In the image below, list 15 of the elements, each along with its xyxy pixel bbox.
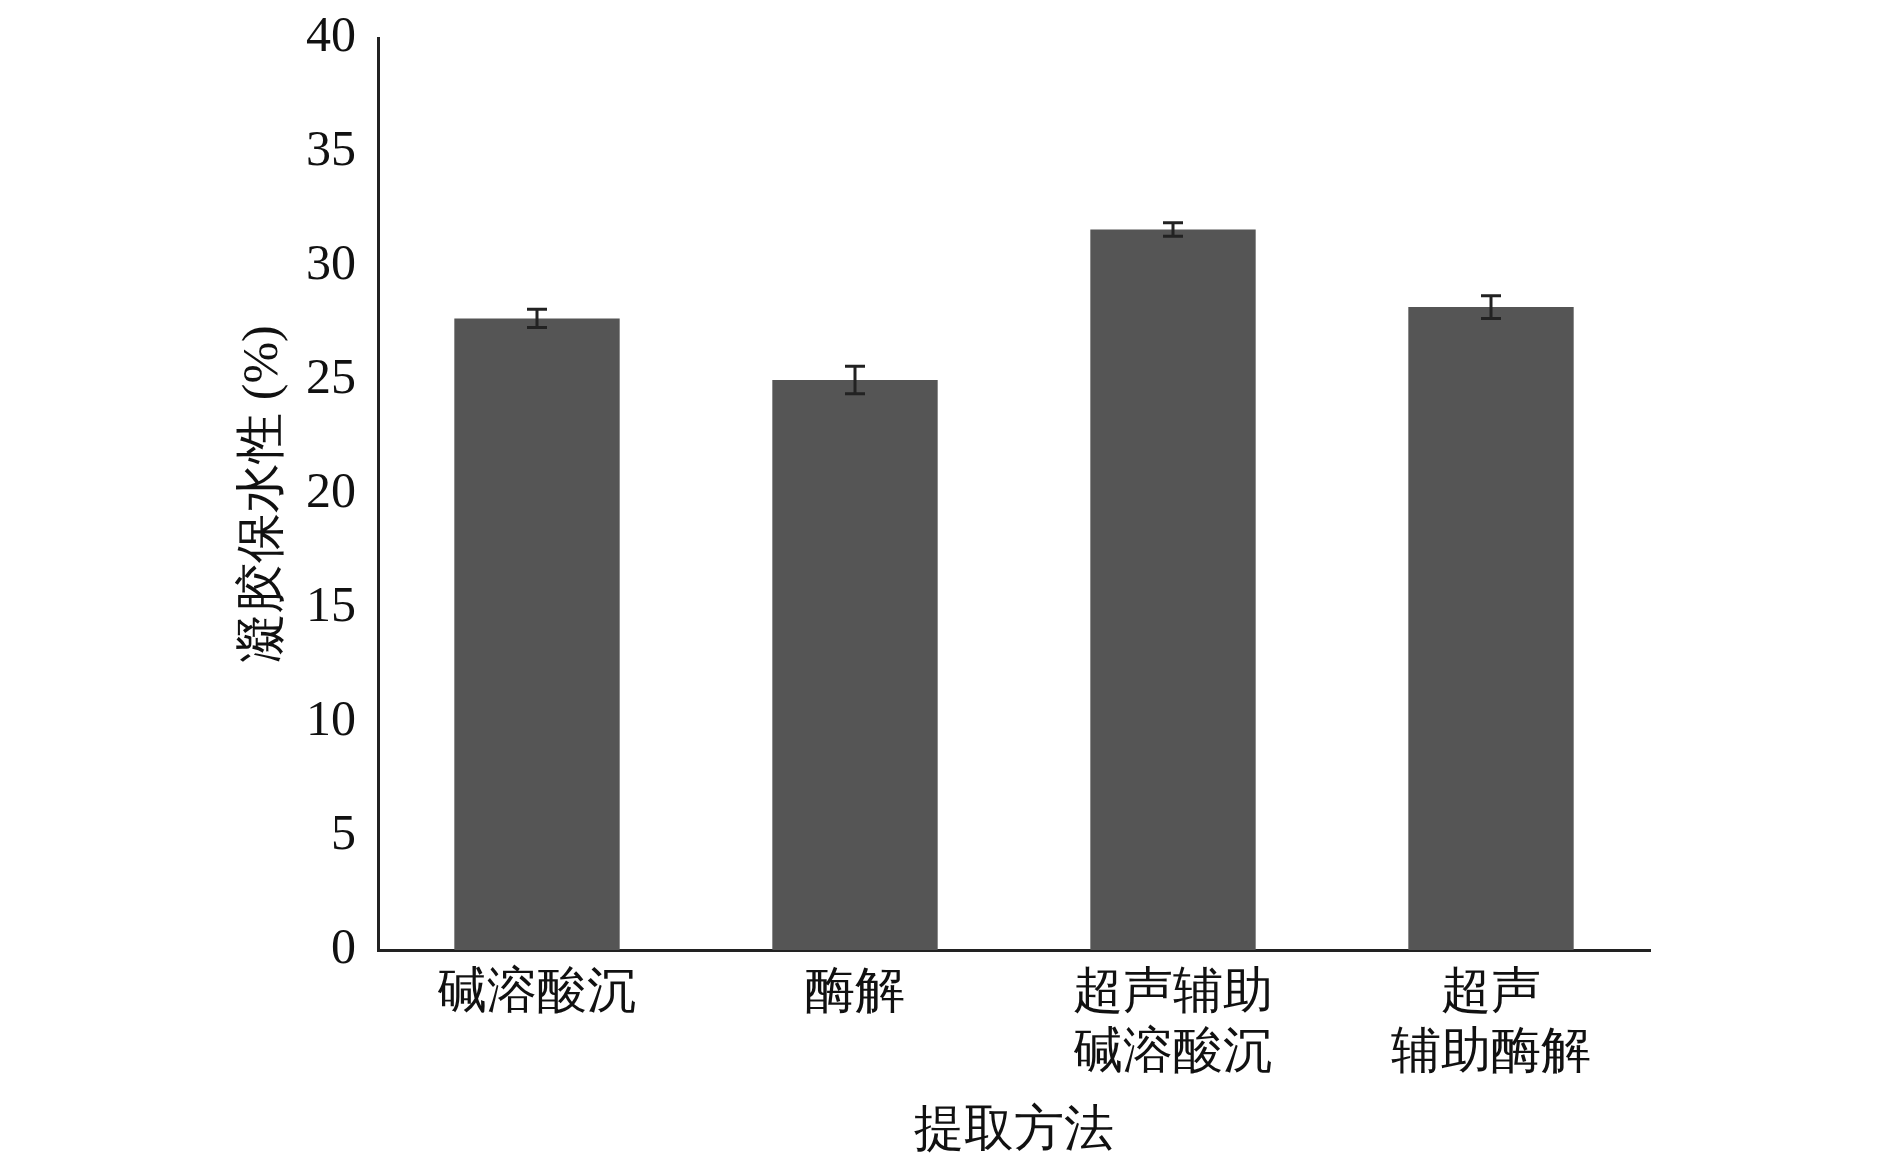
x-tick-label: 碱溶酸沉 bbox=[437, 962, 637, 1019]
x-tick-label: 超声辅助酶解 bbox=[1391, 962, 1591, 1079]
y-axis-title: 凝胶保水性 (%) bbox=[232, 325, 289, 663]
y-tick-label: 0 bbox=[331, 918, 356, 975]
y-tick-label: 25 bbox=[306, 348, 356, 405]
y-tick-label: 30 bbox=[306, 234, 356, 291]
y-tick-label: 40 bbox=[306, 6, 356, 63]
y-tick-label: 20 bbox=[306, 462, 356, 519]
x-tick-label: 超声辅助碱溶酸沉 bbox=[1073, 962, 1273, 1079]
x-axis-title: 提取方法 bbox=[914, 1100, 1114, 1157]
y-tick-label: 5 bbox=[331, 804, 356, 861]
y-tick-label: 15 bbox=[306, 576, 356, 633]
y-tick-label: 10 bbox=[306, 690, 356, 747]
x-tick-label: 酶解 bbox=[805, 962, 905, 1019]
y-tick-label: 35 bbox=[306, 120, 356, 177]
